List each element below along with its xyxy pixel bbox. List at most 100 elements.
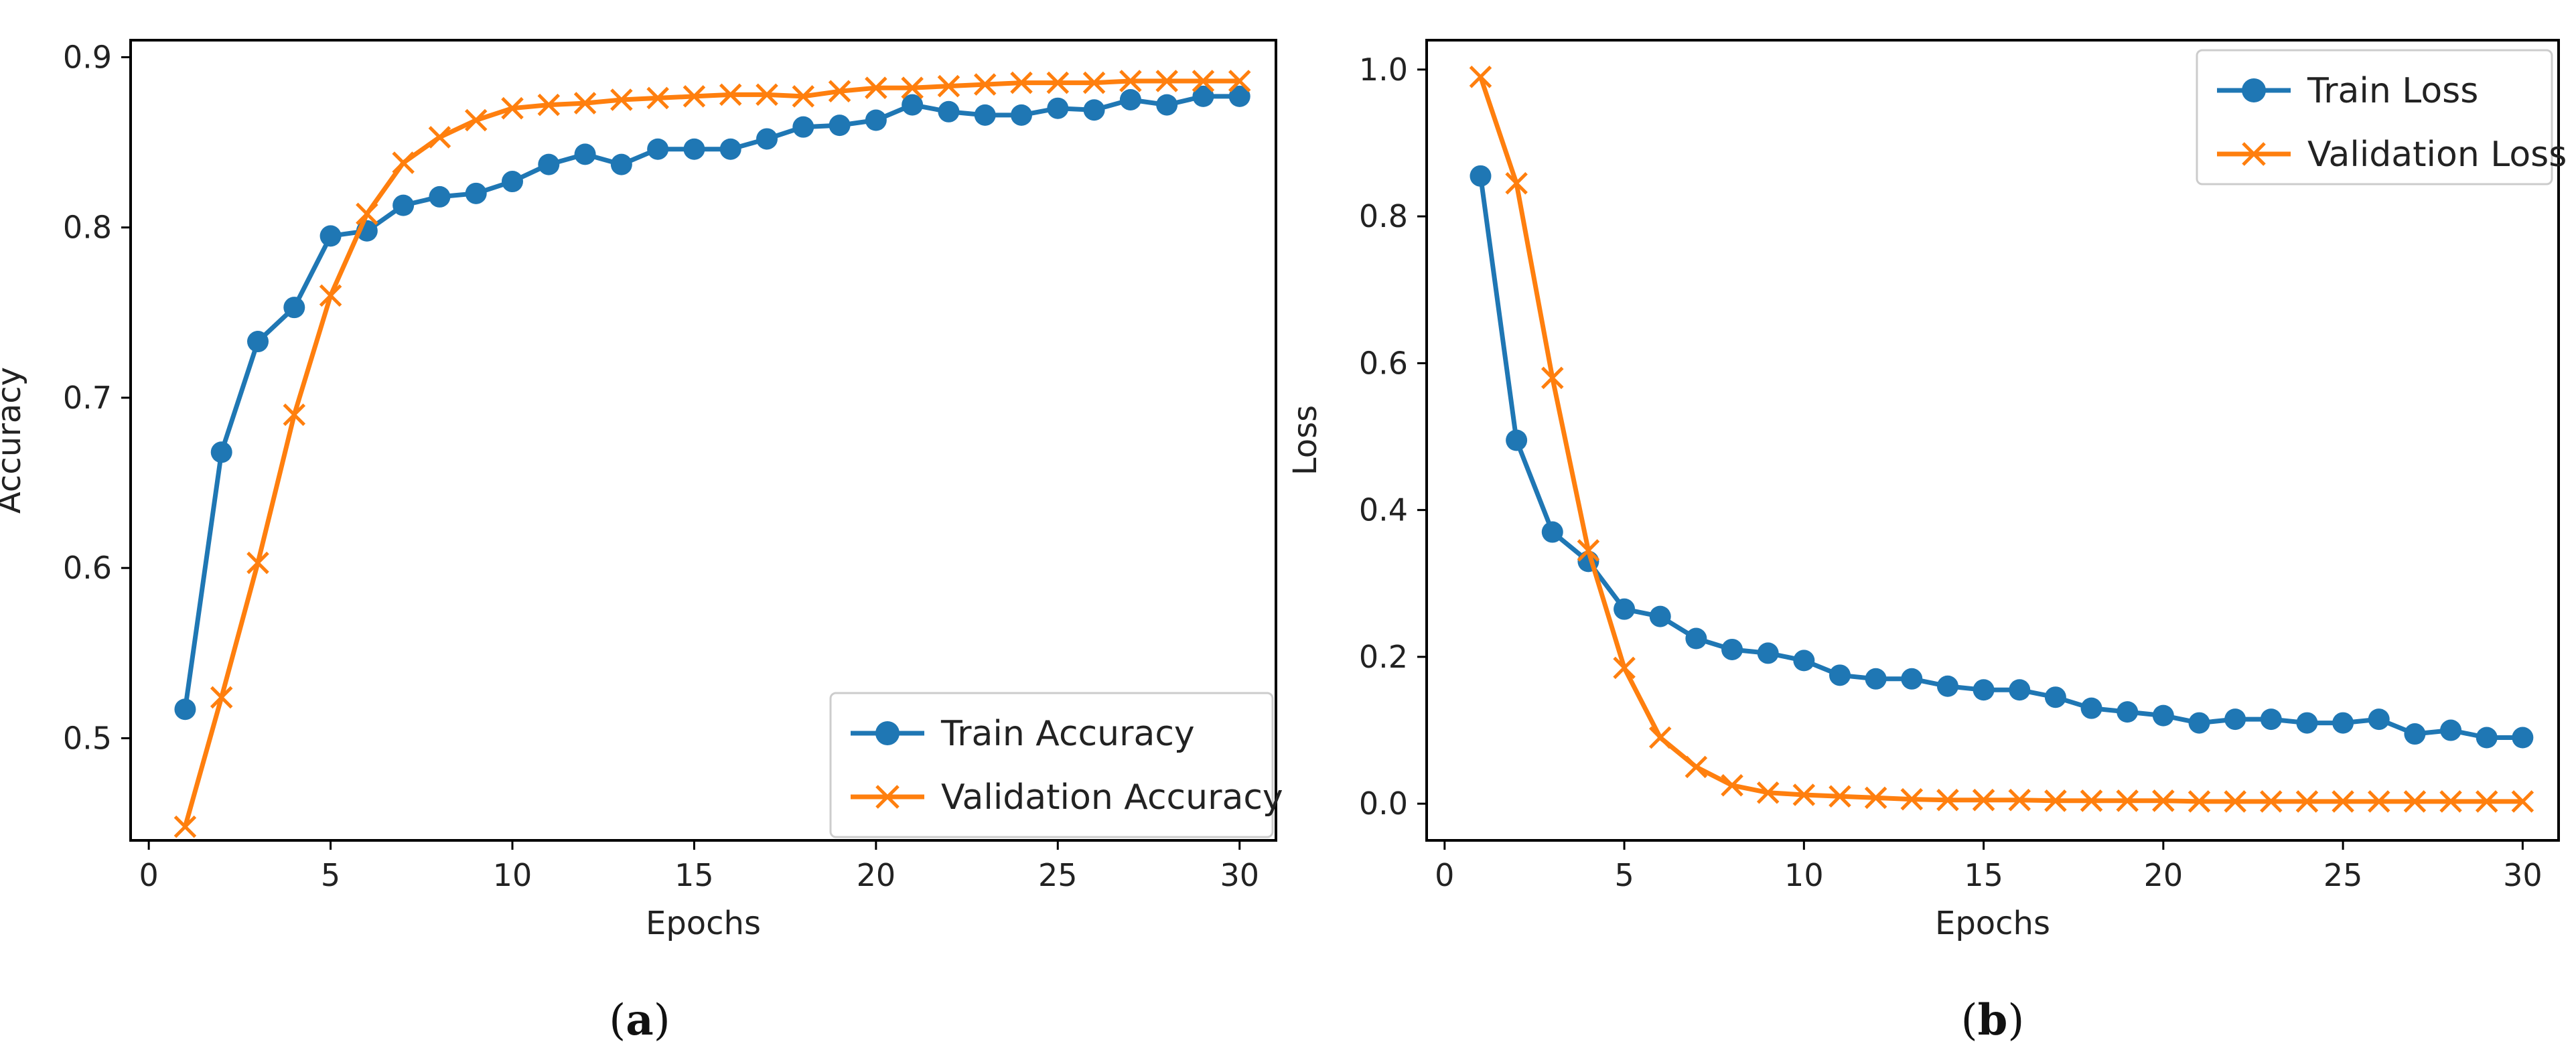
data-point [1541, 521, 1563, 543]
series-train-loss [1470, 165, 2534, 749]
data-point [1757, 642, 1779, 664]
data-point [428, 126, 451, 149]
legend-swatch-marker [875, 785, 900, 809]
data-point [502, 171, 523, 193]
y-tick-label: 0.8 [1359, 198, 1408, 234]
data-point [756, 128, 778, 150]
y-tick-label: 0.5 [63, 720, 112, 756]
data-point [1901, 668, 1923, 690]
chart-panel-b: 0 5 10 15 20 25 30 0.0 0.2 0.4 0.6 0.8 1.0 Epochs Loss… [1287, 39, 2567, 1045]
x-tick-label: 0 [1435, 857, 1454, 893]
x-axis-label: Epochs [646, 905, 761, 942]
data-point [1613, 656, 1636, 680]
data-point [1010, 71, 1033, 94]
data-point [429, 185, 451, 208]
data-point [2260, 708, 2282, 731]
data-point [2332, 712, 2354, 734]
y-tick-label: 0.9 [63, 39, 112, 75]
legend-swatch-marker [2242, 142, 2266, 166]
legend-box [829, 692, 1274, 838]
legend: Train Accuracy Validation Accuracy [829, 692, 1283, 838]
data-point [1685, 627, 1707, 650]
data-point [1469, 66, 1492, 88]
data-point [2439, 790, 2462, 813]
data-point [2224, 708, 2246, 731]
x-tick-label: 20 [857, 857, 896, 893]
data-point [1046, 71, 1070, 94]
data-point [828, 80, 851, 103]
data-point [501, 96, 524, 120]
data-point [1721, 638, 1743, 660]
data-point [1082, 71, 1106, 94]
data-point [1973, 679, 1995, 701]
data-point [1506, 429, 1528, 451]
data-point [973, 73, 997, 96]
x-tick-label: 10 [1784, 857, 1824, 893]
data-point [2332, 790, 2354, 813]
data-point [1470, 165, 1492, 187]
data-point [829, 115, 851, 137]
data-point [1577, 539, 1600, 562]
legend-label: Train Accuracy [940, 714, 1195, 754]
data-point [2009, 679, 2031, 701]
data-point [719, 138, 741, 160]
data-point [2368, 708, 2390, 731]
caption-letter: a [626, 995, 653, 1045]
data-point [1541, 366, 1564, 390]
y-tick-label: 0.6 [1359, 345, 1408, 381]
data-point [647, 138, 669, 160]
caption-open-paren: ( [609, 996, 626, 1045]
data-point [2476, 727, 2498, 749]
data-point [1156, 94, 1178, 116]
legend-swatch-marker [875, 721, 900, 745]
legend-swatch-marker [2242, 78, 2266, 102]
legend-label: Validation Loss [2307, 135, 2567, 175]
data-point [1865, 668, 1887, 690]
data-point [902, 94, 924, 116]
data-point [719, 83, 742, 106]
y-tick-label: 0.7 [63, 380, 112, 416]
y-tick-label: 0.6 [63, 550, 112, 586]
y-axis-label: Accuracy [0, 367, 28, 514]
x-tick-label: 15 [674, 857, 714, 893]
series-validation-loss [1469, 66, 2534, 813]
data-point [792, 116, 814, 138]
x-tick-label: 25 [2323, 857, 2363, 893]
data-point [2367, 790, 2390, 813]
data-point [1756, 781, 1780, 804]
data-point [610, 153, 632, 175]
data-point [2224, 790, 2246, 813]
x-tick-label: 25 [1038, 857, 1078, 893]
data-point [283, 403, 306, 427]
data-point [537, 93, 561, 117]
data-point [1011, 104, 1032, 126]
data-point [1505, 172, 1528, 195]
data-point [283, 297, 305, 319]
data-point [2440, 719, 2462, 741]
series-line [183, 78, 1240, 828]
data-point [2152, 789, 2175, 812]
data-point [610, 88, 633, 111]
caption-open-paren: ( [1961, 996, 1978, 1045]
panel-caption: (b) [1961, 995, 2025, 1045]
data-point [2475, 790, 2498, 813]
data-point [901, 76, 924, 99]
x-tick-label: 10 [493, 857, 532, 893]
legend: Train Loss Validation Loss [2196, 49, 2567, 185]
data-point [2188, 790, 2211, 813]
data-point [974, 104, 996, 126]
data-point [210, 686, 233, 709]
data-point [1829, 785, 1851, 808]
x-tick-label: 0 [139, 857, 159, 893]
data-point [1192, 85, 1214, 107]
y-tick-label: 0.2 [1359, 639, 1408, 675]
data-point [2404, 723, 2426, 745]
data-point [1900, 787, 1924, 811]
data-point [247, 331, 269, 353]
caption-close-paren: ) [2007, 996, 2024, 1045]
x-tick-label: 5 [1614, 857, 1634, 893]
data-point [1228, 70, 1251, 92]
data-point [356, 202, 378, 226]
data-point [937, 74, 960, 98]
